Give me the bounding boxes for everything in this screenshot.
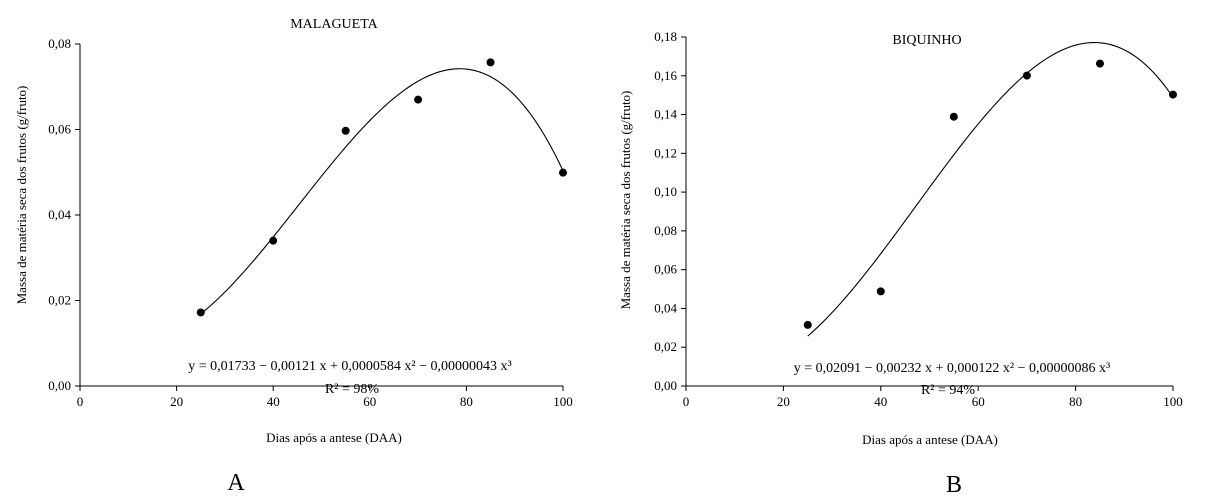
y-tick-label: 0,02 (48, 293, 71, 308)
y-tick-label: 0,04 (48, 207, 71, 222)
x-tick-label: 0 (683, 394, 690, 409)
data-point (196, 308, 205, 317)
regression-equation: y = 0,02091 − 0,00232 x + 0,000122 x² − … (794, 361, 1110, 376)
x-tick-label: 60 (972, 394, 985, 409)
y-axis-label: Massa de matéria seca dos frutos (g/frut… (618, 91, 633, 310)
data-point (269, 236, 278, 245)
panel-label: A (227, 470, 245, 496)
data-point (876, 287, 885, 296)
y-tick-label: 0,06 (654, 262, 677, 277)
x-tick-label: 100 (1163, 394, 1183, 409)
y-tick-label: 0,10 (654, 184, 677, 199)
chart-malagueta: MALAGUETA Massa de matéria seca dos frut… (14, 17, 573, 496)
x-tick-label: 40 (874, 394, 887, 409)
x-tick-label: 40 (267, 394, 280, 409)
y-tick-label: 0,08 (654, 223, 677, 238)
data-point (803, 320, 812, 329)
x-axis-label: Dias após a antese (DAA) (266, 430, 402, 445)
data-point (559, 168, 567, 177)
y-tick-label: 0,16 (654, 68, 677, 83)
panel-label: B (946, 472, 962, 498)
y-tick-label: 0,14 (654, 107, 677, 122)
y-tick-label: 0,12 (654, 145, 677, 160)
x-tick-label: 20 (777, 394, 790, 409)
data-point (1095, 59, 1104, 68)
y-tick-label: 0,00 (654, 378, 677, 393)
y-tick-label: 0,08 (48, 36, 71, 51)
x-axis-label: Dias após a antese (DAA) (862, 432, 998, 447)
data-point (949, 112, 958, 121)
y-tick-label: 0,04 (654, 300, 677, 315)
y-axis-label: Massa de matéria seca dos frutos (g/frut… (14, 86, 29, 305)
x-tick-label: 0 (77, 394, 84, 409)
chart-title: BIQUINHO (892, 33, 961, 48)
fit-curve (200, 68, 564, 315)
r-squared: R² = 94% (921, 383, 975, 398)
data-point (1022, 71, 1031, 80)
fit-curve (807, 41, 1174, 337)
x-tick-label: 60 (363, 394, 376, 409)
data-point (486, 58, 495, 67)
y-tick-label: 0,06 (48, 122, 71, 137)
chart-biquinho: BIQUINHO Massa de matéria seca dos fruto… (618, 29, 1183, 498)
y-tick-label: 0,00 (48, 378, 71, 393)
x-tick-label: 100 (553, 394, 573, 409)
regression-equation: y = 0,01733 − 0,00121 x + 0,0000584 x² −… (188, 359, 511, 374)
data-point (341, 126, 350, 135)
y-tick-label: 0,02 (654, 339, 677, 354)
y-tick-label: 0,18 (654, 29, 677, 44)
x-tick-label: 80 (1069, 394, 1082, 409)
x-tick-label: 20 (170, 394, 183, 409)
data-point (414, 95, 423, 104)
chart-title: MALAGUETA (290, 17, 378, 32)
x-tick-label: 80 (460, 394, 473, 409)
data-point (1169, 90, 1177, 99)
